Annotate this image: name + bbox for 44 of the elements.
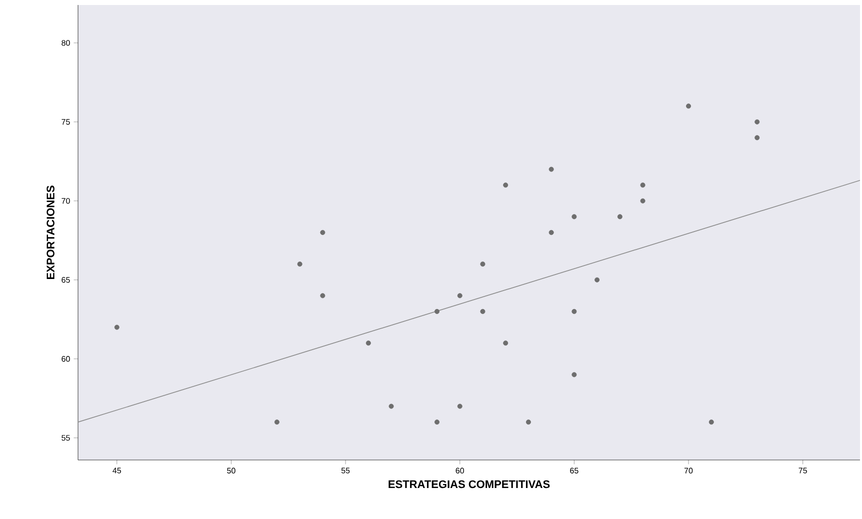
y-tick-label: 65 — [62, 277, 70, 283]
point — [708, 420, 714, 425]
point — [457, 293, 462, 298]
point — [388, 404, 394, 409]
point — [754, 135, 760, 140]
point — [640, 198, 646, 204]
x-tick-label: 75 — [798, 468, 807, 474]
point — [640, 182, 646, 188]
x-tick-label: 50 — [227, 468, 236, 474]
point — [114, 324, 120, 330]
point — [320, 293, 326, 298]
point — [366, 340, 371, 346]
y-axis-title: EXPORTACIONES — [46, 186, 54, 280]
point — [572, 214, 577, 220]
point — [572, 308, 577, 314]
point — [548, 230, 554, 235]
point — [548, 166, 554, 172]
y-tick-label: 60 — [62, 356, 70, 362]
y-tick-label: 55 — [62, 435, 70, 441]
y-tick-label: 70 — [62, 198, 70, 204]
point — [434, 420, 440, 425]
x-tick-label: 60 — [456, 468, 464, 474]
point — [320, 230, 326, 235]
point — [297, 262, 302, 267]
point — [594, 277, 600, 282]
point — [503, 340, 508, 346]
point — [686, 104, 692, 109]
x-tick-label: 45 — [112, 468, 121, 474]
point — [434, 308, 440, 314]
y-tick-label: 80 — [62, 40, 70, 46]
point — [274, 420, 280, 425]
point — [526, 420, 531, 425]
x-tick-label: 70 — [684, 468, 693, 474]
point — [457, 404, 462, 409]
y-tick-label: 75 — [62, 119, 70, 125]
x-axis-title: ESTRATEGIAS COMPETITIVAS — [388, 480, 550, 488]
point — [754, 119, 760, 124]
point — [617, 214, 622, 220]
point — [480, 262, 486, 267]
x-tick-label: 55 — [341, 468, 350, 474]
x-tick-label: 65 — [570, 468, 578, 474]
point — [503, 182, 508, 188]
point — [480, 308, 486, 314]
point — [572, 372, 577, 378]
